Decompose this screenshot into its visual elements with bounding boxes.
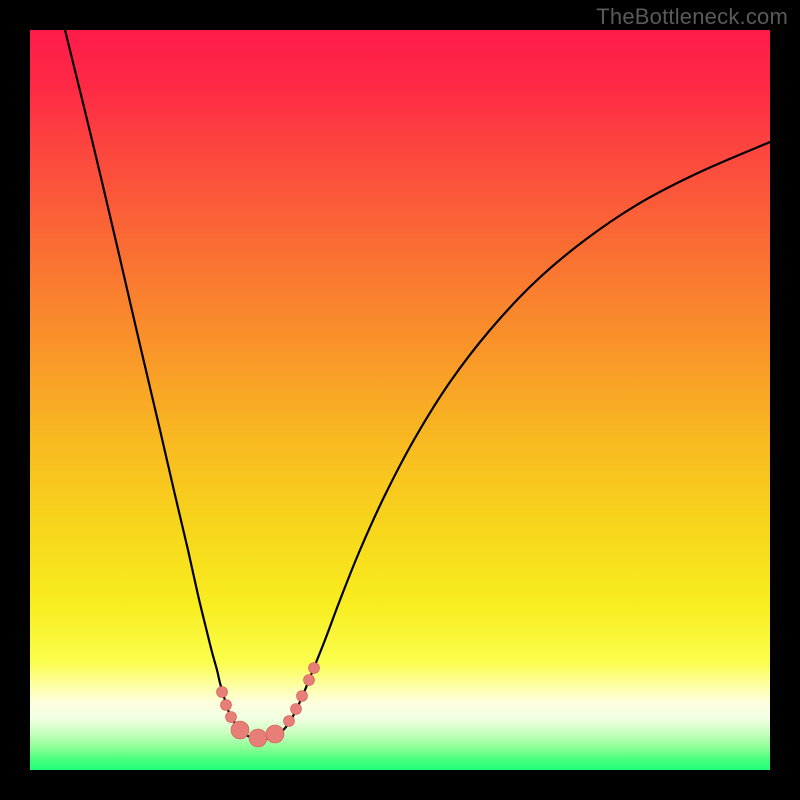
- data-marker: [217, 687, 228, 698]
- data-marker: [231, 721, 249, 739]
- data-marker: [266, 725, 284, 743]
- data-marker: [221, 700, 232, 711]
- data-marker: [284, 716, 295, 727]
- chart-plot: [30, 30, 770, 770]
- data-marker: [297, 691, 308, 702]
- watermark-text: TheBottleneck.com: [596, 4, 788, 30]
- data-marker: [291, 704, 302, 715]
- chart-svg: [30, 30, 770, 770]
- data-marker: [304, 675, 315, 686]
- data-marker: [309, 663, 320, 674]
- data-marker: [226, 712, 237, 723]
- gradient-background: [30, 30, 770, 770]
- data-marker: [249, 729, 267, 747]
